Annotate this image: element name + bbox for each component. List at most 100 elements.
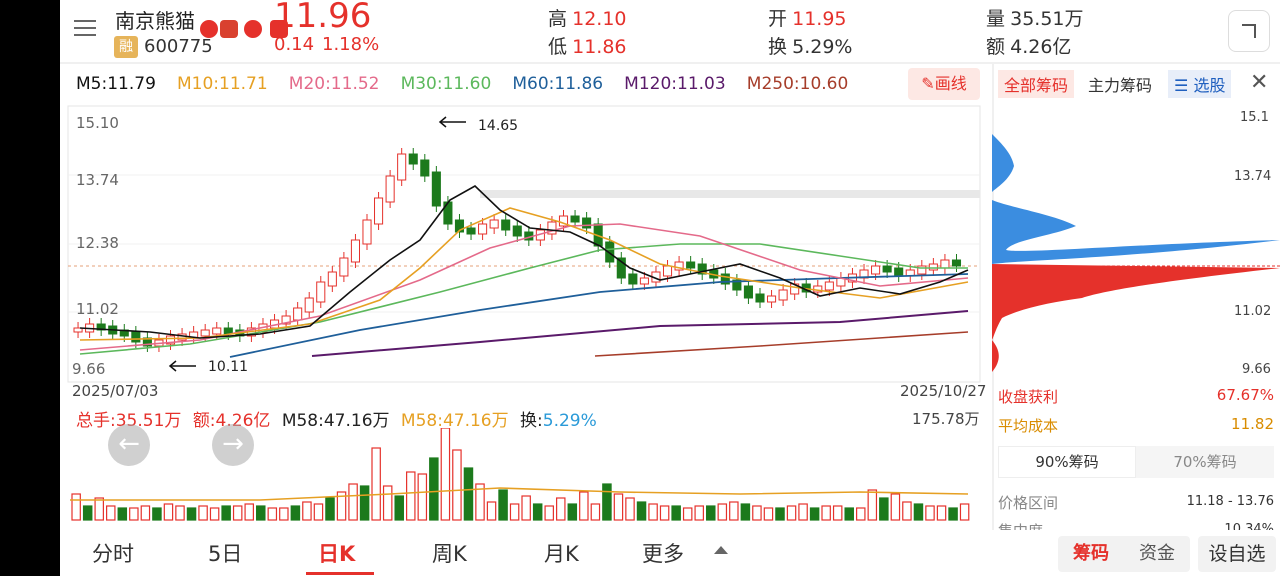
kline-chart[interactable]: 15.10 13.74 12.38 11.02 9.66 14.65 10.11…	[60, 104, 990, 404]
volume-bar	[336, 491, 347, 521]
volume-chart[interactable]	[60, 428, 990, 524]
volume-bar	[752, 505, 762, 521]
volume-bar	[82, 505, 93, 521]
tab-all-chips[interactable]: 全部筹码	[998, 70, 1075, 98]
volume-bar	[359, 485, 370, 521]
funds-button[interactable]: 资金	[1139, 543, 1175, 564]
candle-body	[385, 175, 395, 203]
range-label: 价格区间	[998, 494, 1059, 512]
volume-bar	[256, 505, 266, 521]
app-icon-red[interactable]	[200, 20, 218, 38]
volume-bar	[463, 467, 474, 521]
price-range-row: 价格区间 11.18 - 13.76	[998, 492, 1274, 513]
candle-body	[720, 273, 730, 285]
draw-line-button[interactable]: ✎画线	[908, 68, 980, 100]
close-icon[interactable]: ✕	[1250, 70, 1269, 95]
candle-body	[131, 331, 141, 343]
kline-axis-label: 15.10	[76, 114, 119, 132]
volume-bar	[913, 503, 924, 521]
candle-body	[142, 337, 152, 347]
open-value: 11.95	[792, 8, 847, 30]
ma10-label: M10:11.71	[176, 74, 268, 94]
volume-bar	[475, 483, 485, 521]
volume-bar	[671, 505, 681, 521]
current-price: 11.96	[274, 0, 372, 36]
candle-body	[281, 315, 291, 325]
tab-main-chips[interactable]: 主力筹码	[1088, 76, 1153, 95]
chip-blue-area	[992, 134, 1014, 192]
candle-body	[397, 153, 407, 181]
open-label: 开	[768, 8, 788, 30]
pencil-icon: ✎	[921, 74, 935, 93]
next-arrow-icon[interactable]: →	[212, 424, 254, 466]
candle-body	[304, 297, 314, 313]
volume-bar	[94, 497, 104, 521]
tab-weekly-k[interactable]: 周K	[432, 542, 467, 566]
prev-arrow-icon[interactable]: ←	[108, 424, 150, 466]
tab-intraday[interactable]: 分时	[92, 542, 134, 566]
candle-body	[882, 265, 892, 273]
ma120-line	[311, 310, 969, 357]
turnover-value: 5.29%	[792, 36, 853, 58]
candle-body	[431, 171, 441, 207]
candle-body	[697, 263, 707, 275]
amount-field: 额 4.26亿	[986, 32, 1071, 59]
caret-up-icon[interactable]	[714, 546, 728, 554]
candle-body	[824, 281, 834, 291]
volume-value: 35.51万	[1010, 8, 1084, 30]
ma10-line	[79, 207, 969, 341]
tab-70-chips[interactable]: 70%筹码	[1173, 453, 1237, 471]
candle-body	[605, 241, 615, 263]
candle-body	[686, 261, 696, 269]
open-field: 开 11.95	[768, 4, 847, 31]
candle-body	[362, 219, 372, 245]
tab-daily-k[interactable]: 日K	[318, 542, 356, 566]
volume-bar	[244, 503, 254, 521]
candle-body	[570, 215, 580, 223]
volume-bar	[936, 505, 947, 521]
volume-bar	[902, 501, 912, 521]
volume-bar	[682, 507, 693, 521]
chips-button[interactable]: 筹码	[1073, 543, 1109, 564]
volume-bar	[925, 505, 935, 521]
volume-bar	[775, 507, 785, 521]
volume-bar	[382, 485, 393, 521]
margin-badge: 融	[114, 36, 138, 58]
volume-bar	[440, 428, 451, 521]
volume-bar	[567, 503, 578, 521]
candle-body	[755, 293, 765, 303]
ma120-label: M120:11.03	[624, 74, 726, 94]
low-field: 低 11.86	[548, 32, 627, 59]
fullscreen-icon[interactable]	[1228, 10, 1270, 52]
candle-body	[316, 281, 326, 303]
profit-label: 收盘获利	[998, 388, 1059, 406]
volume-bar	[406, 471, 416, 521]
volume-bar	[625, 497, 635, 521]
stock-select-button[interactable]: ☰ 选股	[1168, 70, 1232, 98]
add-watchlist-button[interactable]: 设自选	[1198, 536, 1276, 572]
volume-bar	[959, 503, 970, 521]
candle-body	[894, 267, 904, 277]
amount-value: 4.26亿	[1010, 36, 1072, 58]
volume-bar	[879, 497, 889, 521]
candle-body	[454, 219, 465, 233]
tab-90-chips[interactable]: 90%筹码	[998, 446, 1136, 478]
draw-line-label: 画线	[934, 74, 967, 93]
app-icon-calendar[interactable]	[220, 20, 238, 38]
volume-bar	[371, 447, 381, 521]
tab-more[interactable]: 更多	[642, 542, 684, 566]
profit-value: 67.67%	[1216, 386, 1274, 404]
candle-body	[408, 153, 418, 165]
back-icon[interactable]	[74, 18, 100, 38]
video-icon[interactable]	[270, 20, 288, 38]
kline-axis-label: 11.02	[76, 300, 119, 318]
volume-ma-line	[70, 487, 969, 501]
volume-bar	[856, 507, 866, 521]
volume-bar	[417, 473, 428, 521]
m58-label-a: M58:47.16万	[281, 411, 390, 431]
tab-monthly-k[interactable]: 月K	[544, 542, 579, 566]
tab-5day[interactable]: 5日	[208, 542, 243, 566]
app-icon-circle[interactable]	[244, 20, 262, 38]
volume-bar	[867, 489, 878, 521]
ma30-label: M30:11.60	[400, 74, 492, 94]
